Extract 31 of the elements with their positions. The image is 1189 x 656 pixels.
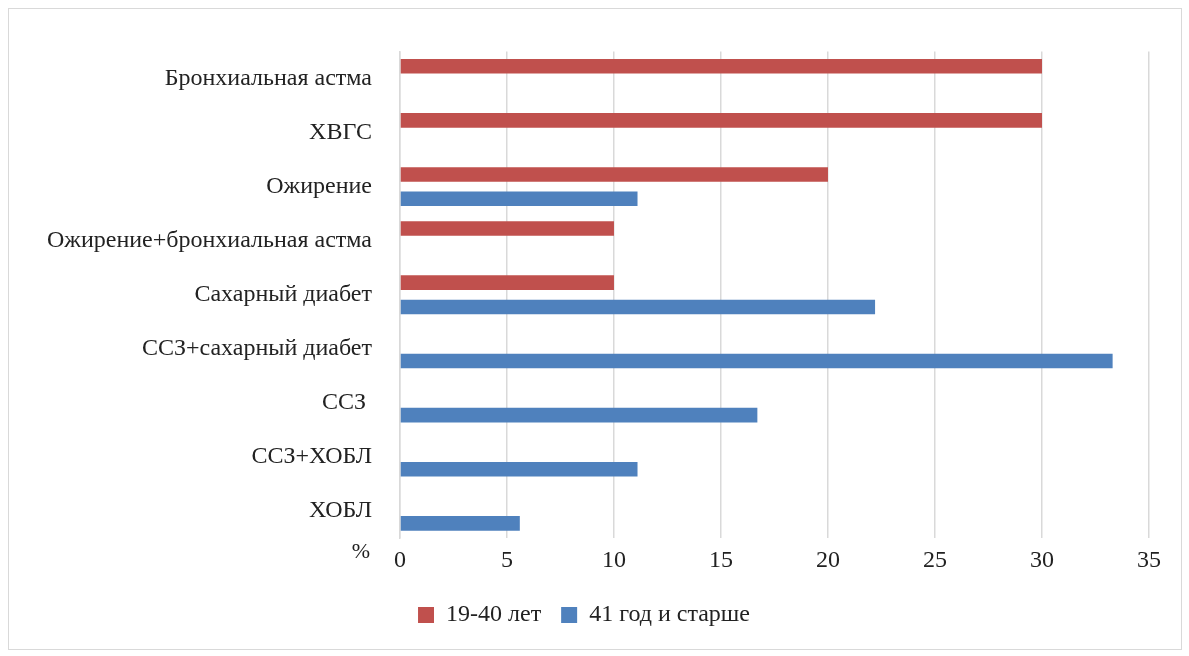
y-tick-label: ХВГС: [309, 117, 372, 144]
x-tick-label: 20: [815, 545, 840, 572]
bar: [400, 353, 1113, 369]
bar: [400, 58, 1042, 74]
bar: [400, 221, 614, 236]
x-tick-label: 25: [922, 545, 947, 572]
y-tick-label: ССЗ+ХОБЛ: [251, 442, 372, 469]
legend-label: 19-40 лет: [446, 600, 542, 627]
x-tick-label: 10: [601, 545, 626, 572]
bar: [400, 516, 520, 531]
bar: [400, 167, 828, 182]
y-tick-label: ССЗ+сахарный диабет: [141, 334, 373, 361]
y-tick-label: ХОБЛ: [309, 496, 372, 523]
y-tick-label: Ожирение+бронхиальная астма: [46, 226, 373, 253]
bar: [400, 461, 638, 477]
x-tick-label: 30: [1030, 545, 1054, 572]
x-axis-title: %: [351, 537, 370, 563]
y-tick-label: Ожирение: [266, 171, 372, 198]
x-tick-label: 15: [708, 545, 733, 572]
bar: [400, 275, 614, 290]
y-tick-label: Сахарный диабет: [194, 280, 373, 307]
legend-label: 41 год и старше: [589, 600, 750, 627]
bar: [400, 299, 876, 315]
y-tick-label: ССЗ: [321, 388, 372, 415]
bar: [400, 113, 1042, 128]
bar: [400, 191, 638, 207]
x-tick-label: 5: [500, 545, 513, 572]
x-tick-label: 0: [393, 545, 406, 572]
x-tick-label: 35: [1137, 545, 1161, 572]
y-tick-label: Бронхиальная астма: [164, 63, 373, 90]
bar: [400, 407, 758, 423]
